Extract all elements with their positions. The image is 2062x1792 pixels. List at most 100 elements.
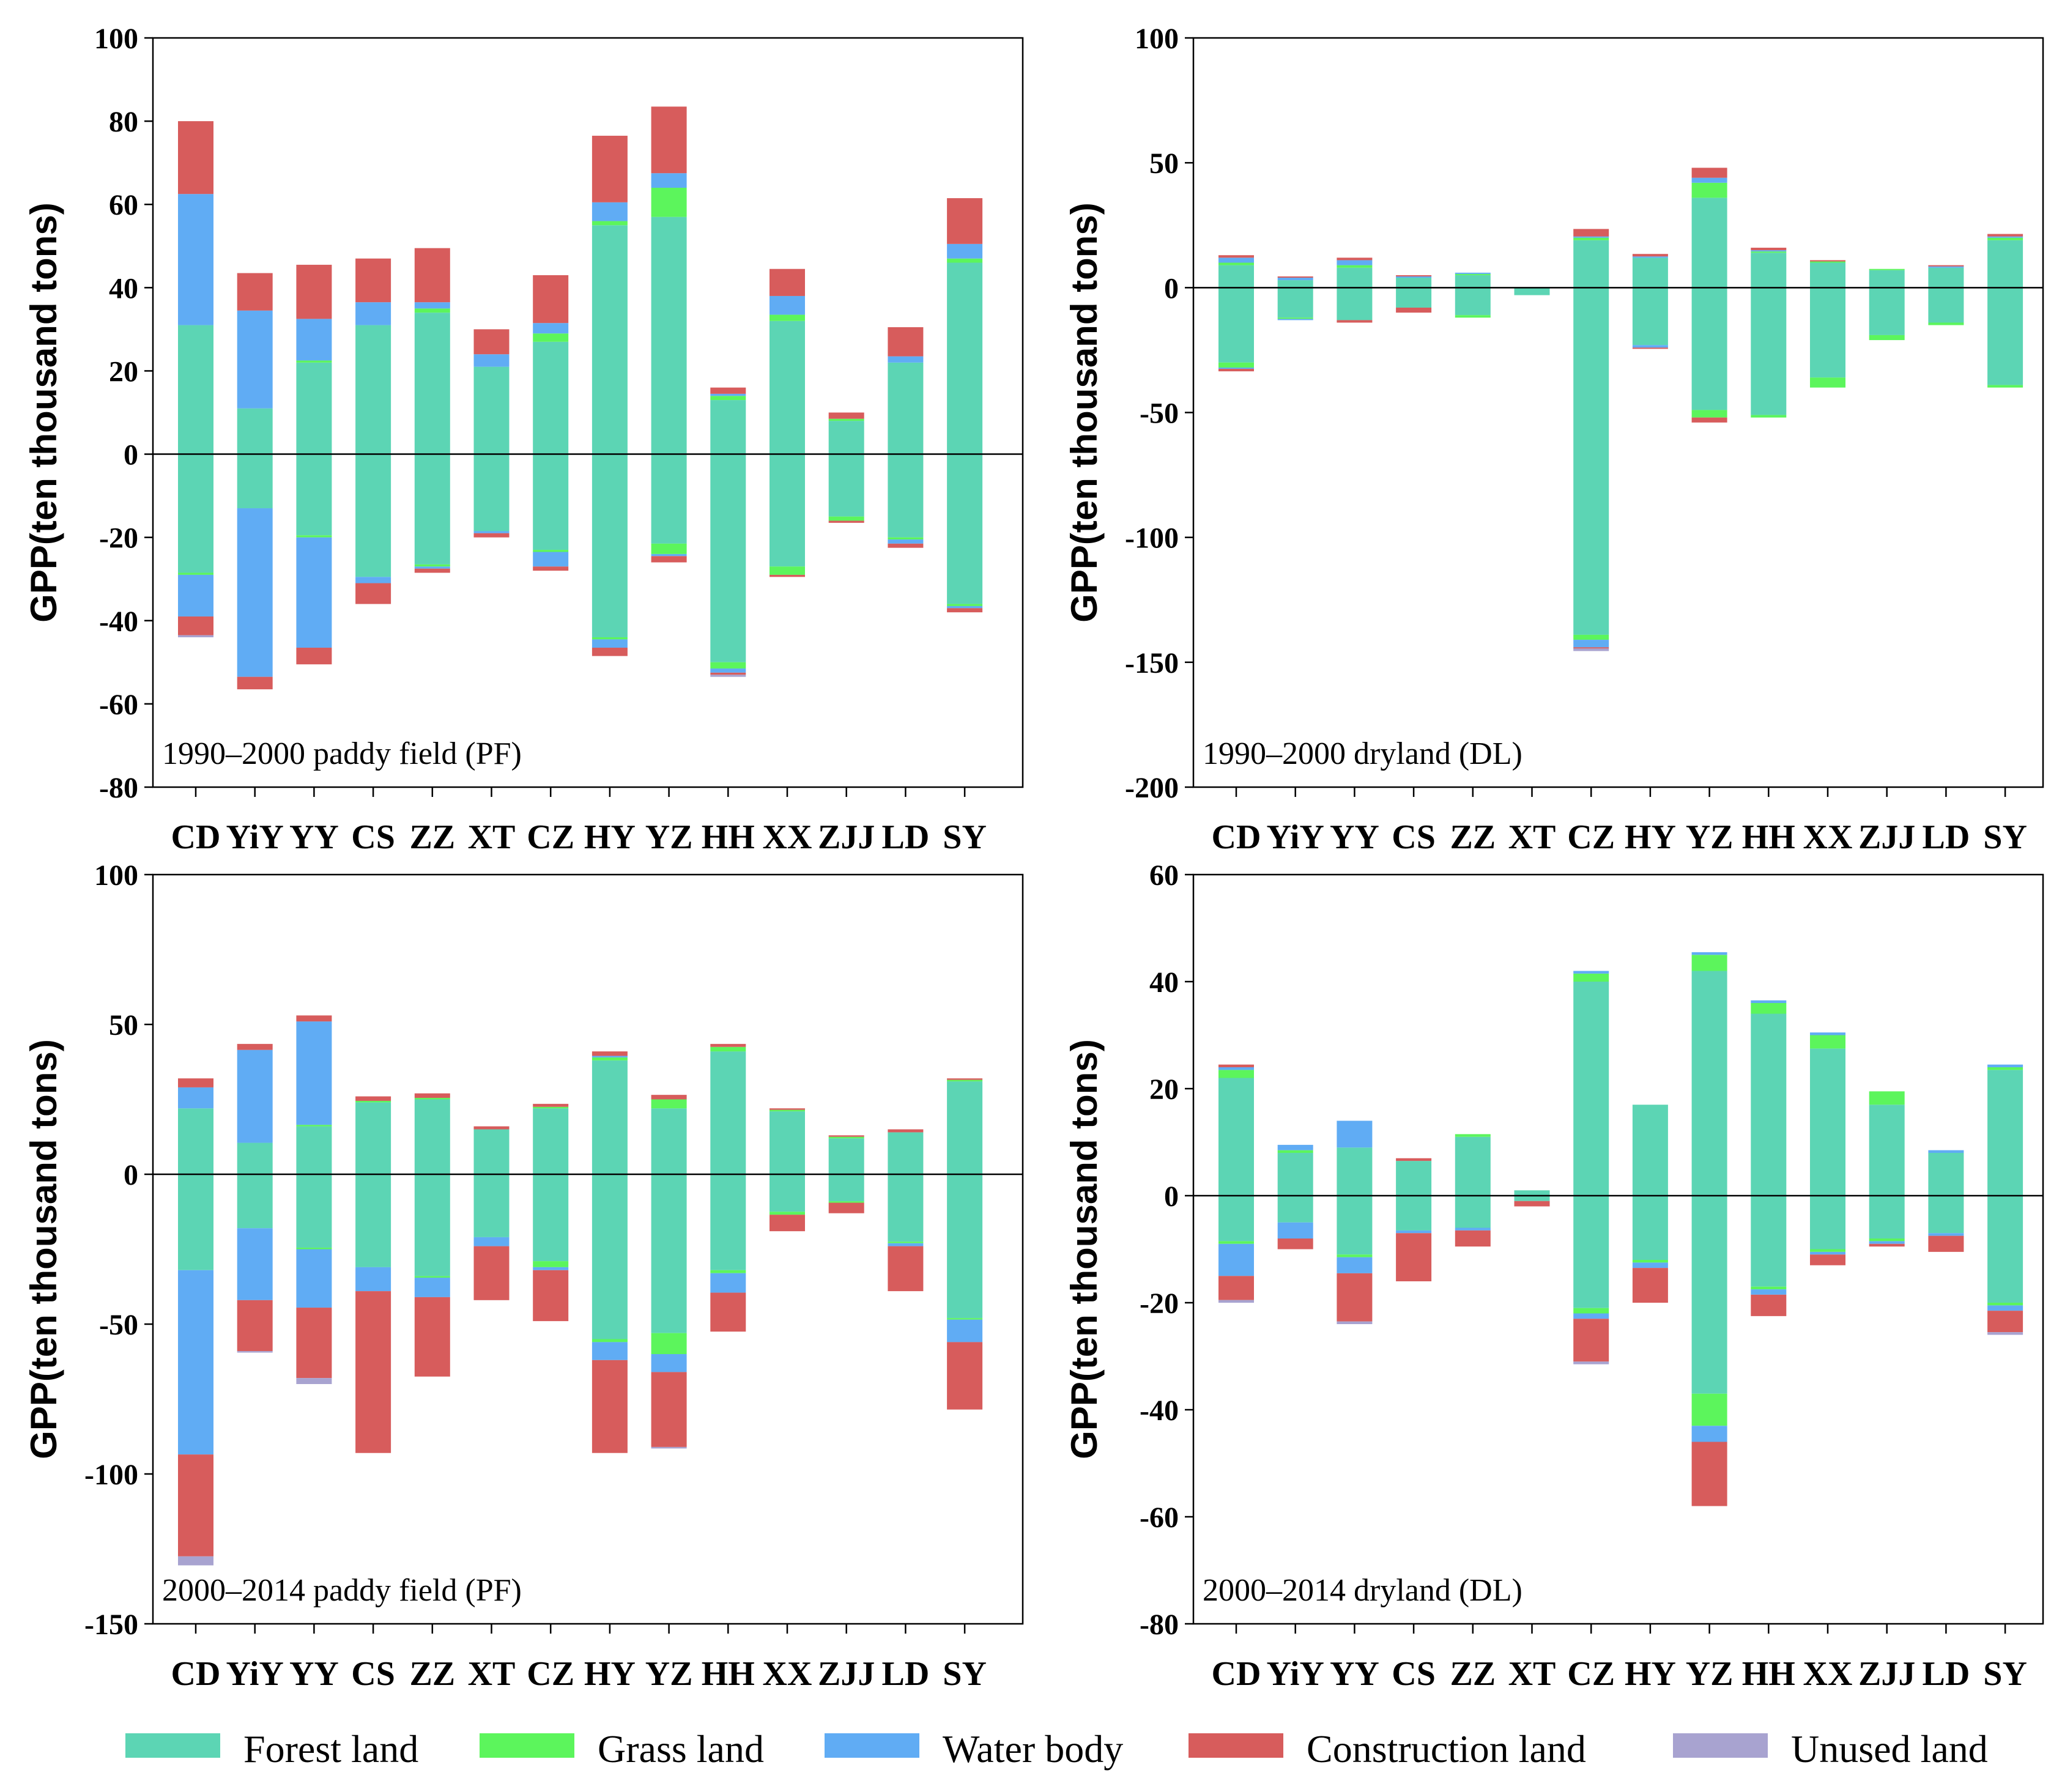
legend-swatch-forest — [125, 1733, 220, 1758]
x-tick-label: ZJJ — [818, 818, 875, 856]
bar-ZZ-water-body-gain — [414, 302, 450, 309]
y-tick-label: -60 — [1140, 1501, 1179, 1534]
bar-HH-water-body-gain — [1751, 1000, 1787, 1003]
bar-ZJJ-construction-land-loss — [828, 1202, 864, 1213]
bar-SY-forest-land-gain — [947, 262, 983, 454]
bar-CD-forest-land-loss — [1218, 1196, 1254, 1242]
y-tick-label: -80 — [99, 772, 138, 804]
y-tick-label: -50 — [1140, 398, 1179, 430]
bar-YZ-grass-land-gain — [651, 1099, 687, 1109]
y-tick-label: 0 — [124, 439, 138, 472]
bar-HH-forest-land-gain — [710, 1051, 746, 1174]
bar-YZ-construction-land-gain — [1691, 168, 1727, 178]
y-tick-label: -40 — [99, 605, 138, 638]
bar-XX-grass-land-loss — [770, 566, 805, 575]
bar-YiY-water-body-gain — [237, 1050, 273, 1143]
bar-YZ-grass-land-gain — [651, 188, 687, 217]
bar-CD-water-body-loss — [178, 574, 213, 616]
bar-HH-forest-land-gain — [710, 400, 746, 454]
x-tick-label: HH — [1742, 1655, 1795, 1693]
panel-title: 1990–2000 paddy field (PF) — [162, 736, 522, 771]
y-tick-label: 0 — [124, 1159, 138, 1191]
x-tick-label: CZ — [1567, 1655, 1615, 1693]
bar-HH-forest-land-loss — [710, 1174, 746, 1270]
bar-YZ-construction-land-loss — [1691, 1442, 1727, 1506]
bar-YiY-forest-land-gain — [237, 1142, 273, 1174]
x-tick-label: SY — [943, 818, 987, 856]
bar-HH-water-body-gain — [710, 393, 746, 396]
bar-HH-grass-land-gain — [1751, 251, 1787, 253]
bar-SY-forest-land-loss — [947, 454, 983, 604]
bar-CZ-grass-land-loss — [533, 1261, 569, 1267]
bar-LD-forest-land-gain — [888, 362, 924, 454]
bar-CZ-forest-land-gain — [533, 1108, 569, 1174]
bar-YZ-grass-land-gain — [1691, 955, 1727, 971]
x-tick-label: YiY — [1267, 818, 1324, 856]
bar-XX-water-body-gain — [1810, 1032, 1845, 1035]
bar-ZJJ-construction-land-loss — [1869, 1243, 1905, 1247]
bar-HY-water-body-loss — [592, 1342, 628, 1360]
bar-CZ-forest-land-loss — [1573, 287, 1609, 635]
bar-YY-grass-land-loss — [1337, 1254, 1373, 1257]
bar-SY-construction-land-gain — [947, 198, 983, 244]
bar-XT-water-body-gain — [473, 354, 510, 367]
bar-LD-water-body-gain — [1928, 1150, 1964, 1153]
x-tick-label: LD — [882, 1655, 930, 1693]
bar-CD-forest-land-gain — [178, 325, 213, 454]
bar-XT-water-body-loss — [473, 531, 510, 533]
x-tick-label: YZ — [1686, 818, 1734, 856]
legend-swatch-water — [825, 1733, 919, 1758]
bar-YZ-construction-land-loss — [651, 556, 687, 563]
bar-CD-forest-land-gain — [1218, 265, 1254, 288]
x-tick-label: YiY — [226, 1655, 284, 1693]
bar-SY-grass-land-gain — [1987, 1067, 2023, 1070]
bar-YZ-grass-land-gain — [1691, 182, 1727, 198]
bar-HY-forest-land-loss — [1632, 1196, 1668, 1260]
bar-SY-forest-land-loss — [1987, 1196, 2023, 1303]
legend-label-forest: Forest land — [243, 1727, 418, 1771]
bar-HY-forest-land-loss — [1632, 287, 1668, 346]
bar-ZZ-construction-land-loss — [1455, 1230, 1491, 1247]
legend-label-water: Water body — [943, 1727, 1123, 1771]
bar-YZ-construction-land-gain — [651, 1095, 687, 1100]
bar-HH-grass-land-loss — [1751, 415, 1787, 418]
bar-ZZ-construction-land-gain — [414, 1093, 450, 1098]
x-tick-label: SY — [1983, 1655, 2027, 1693]
x-tick-label: YY — [1330, 818, 1379, 856]
bar-YZ-water-body-loss — [1691, 1426, 1727, 1442]
bar-YiY-construction-land-gain — [237, 273, 273, 311]
panel-pf-2000-2014: 100 50 0 -50 -100 -150 CD YiY YY CS ZZ XT CZ HY YZ HH XX… — [23, 859, 1024, 1693]
bar-XT-construction-land-loss — [473, 1246, 510, 1300]
bar-CS-water-body-gain — [1396, 276, 1432, 278]
panel-dl-1990-2000: 100 50 0 -50 -100 -150 -200 CD YiY YY CS ZZ XT CZ HY YZ… — [1064, 23, 2044, 856]
bar-YiY-water-body-loss — [237, 1228, 273, 1300]
x-tick-label: CD — [171, 1655, 221, 1693]
bar-HH-water-body-loss — [710, 1273, 746, 1293]
bar-CD-construction-land-gain — [1218, 255, 1254, 258]
bar-YiY-forest-land-loss — [1277, 287, 1313, 318]
bar-YZ-forest-land-gain — [651, 217, 687, 454]
x-tick-label: XT — [1508, 1655, 1556, 1693]
bar-YZ-water-body-gain — [651, 173, 687, 188]
bar-YY-construction-land-loss — [296, 1308, 332, 1379]
bar-YZ-forest-land-loss — [1691, 1196, 1727, 1394]
bar-YZ-grass-land-loss — [1691, 1393, 1727, 1426]
bar-YZ-water-body-gain — [1691, 952, 1727, 955]
y-tick-label: -20 — [1140, 1287, 1179, 1320]
x-tick-label: CZ — [527, 1655, 574, 1693]
bar-XT-construction-land-loss — [1514, 1201, 1550, 1207]
legend-swatch-construction — [1189, 1733, 1283, 1758]
bar-HY-water-body-loss — [1632, 345, 1668, 348]
bar-CZ-water-body-loss — [533, 552, 569, 567]
bar-CD-construction-land-gain — [178, 1078, 213, 1087]
bar-CS-forest-land-loss — [1396, 1196, 1432, 1231]
bar-YY-grass-land-gain — [296, 1125, 332, 1127]
bar-XT-construction-land-gain — [473, 329, 510, 355]
bar-XX-forest-land-gain — [1810, 1048, 1845, 1196]
legend-item-unused: Unused land — [1673, 1727, 1988, 1771]
bar-SY-construction-land-loss — [947, 1342, 983, 1410]
bar-YiY-forest-land-loss — [237, 1174, 273, 1229]
legend-swatch-grass — [480, 1733, 574, 1758]
legend-swatch-unused — [1673, 1733, 1768, 1758]
bar-CZ-grass-land-gain — [1573, 973, 1609, 982]
